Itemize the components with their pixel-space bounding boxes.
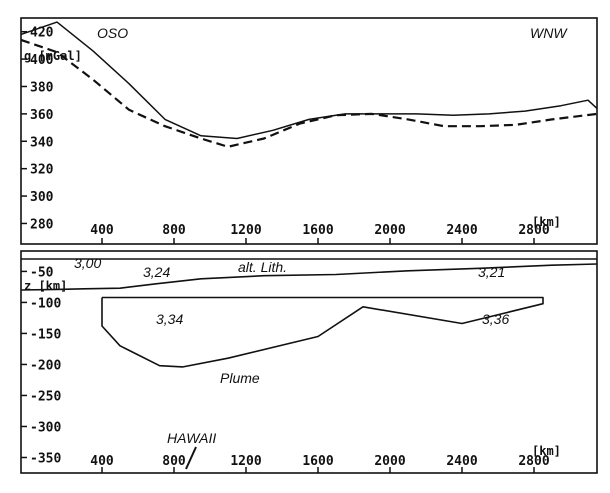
gravity-chart: OSO WNW g [mGal] [km] 420400380360340320… [20, 17, 598, 245]
lithosphere-base-line [20, 263, 598, 291]
cross-section-x-axis-label: [km] [532, 444, 561, 458]
cross-section-x-tick-label: 2800 [518, 454, 549, 469]
cross-section-chart: z [km] [km] -50-100-150-200-250-300-350 … [20, 250, 598, 474]
density-label-3: 3,21 [478, 264, 505, 280]
cross-section-y-tick-label: -150 [30, 327, 61, 342]
gravity-y-tick-label: 300 [30, 190, 54, 205]
density-label-1: 3,00 [74, 255, 101, 271]
plume-outline [101, 296, 544, 368]
cross-section-y-tick-label: -100 [30, 296, 61, 311]
cross-section-y-tick-label: -300 [30, 420, 61, 435]
cross-section-x-tick-label: 1600 [302, 454, 333, 469]
gravity-x-tick-label: 2000 [374, 223, 405, 238]
plume-label: Plume [220, 370, 260, 386]
gravity-x-tick-label: 400 [90, 223, 114, 238]
cross-section-shapes [20, 263, 598, 470]
gravity-y-tick-label: 280 [30, 217, 54, 232]
density-label-4: 3,34 [156, 311, 183, 327]
cross-section-y-axis-label: z [km] [24, 279, 67, 293]
cross-section-x-tick-label: 2000 [374, 454, 405, 469]
cross-section-x-ticks: 400 800 1200 1600 2000 2400 2800 [90, 454, 550, 473]
gravity-y-tick-label: 360 [30, 108, 54, 123]
location-label: HAWAII [167, 430, 216, 446]
hawaii-marker [185, 446, 197, 470]
gravity-y-tick-label: 340 [30, 135, 54, 150]
gravity-y-tick-label: 320 [30, 163, 54, 178]
gravity-x-tick-label: 1600 [302, 223, 333, 238]
density-label-2: 3,24 [143, 264, 170, 280]
cross-section-x-tick-label: 2400 [446, 454, 477, 469]
cross-section-y-ticks: -50 -100 -150 -200 -250 -300 -350 [21, 265, 61, 466]
gravity-y-tick-label: 380 [30, 80, 54, 95]
lithosphere-label: alt. Lith. [238, 259, 287, 275]
gravity-x-axis-label: [km] [532, 215, 561, 229]
gravity-x-ticks: 400 800 1200 1600 2000 2400 2800 [90, 223, 550, 244]
cross-section-x-tick-label: 1200 [230, 454, 261, 469]
cross-section-x-tick-label: 800 [162, 454, 186, 469]
cross-section-y-tick-label: -250 [30, 389, 61, 404]
gravity-x-tick-label: 2400 [446, 223, 477, 238]
gravity-series [20, 21, 598, 148]
density-label-5: 3,36 [482, 311, 509, 327]
cross-section-chart-frame [20, 250, 598, 474]
gravity-chart-frame [20, 17, 598, 245]
cross-section-x-tick-label: 400 [90, 454, 114, 469]
corner-label-right: WNW [530, 25, 568, 41]
cross-section-y-tick-label: -350 [30, 451, 61, 466]
cross-section-y-tick-label: -50 [30, 265, 54, 280]
gravity-x-tick-label: 1200 [230, 223, 261, 238]
corner-label-left: OSO [97, 25, 128, 41]
gravity-series-dashed-line [20, 38, 598, 148]
gravity-y-tick-label: 400 [30, 53, 54, 68]
cross-section-y-tick-label: -200 [30, 358, 61, 373]
gravity-x-tick-label: 800 [162, 223, 186, 238]
gravity-x-tick-label: 2800 [518, 223, 549, 238]
